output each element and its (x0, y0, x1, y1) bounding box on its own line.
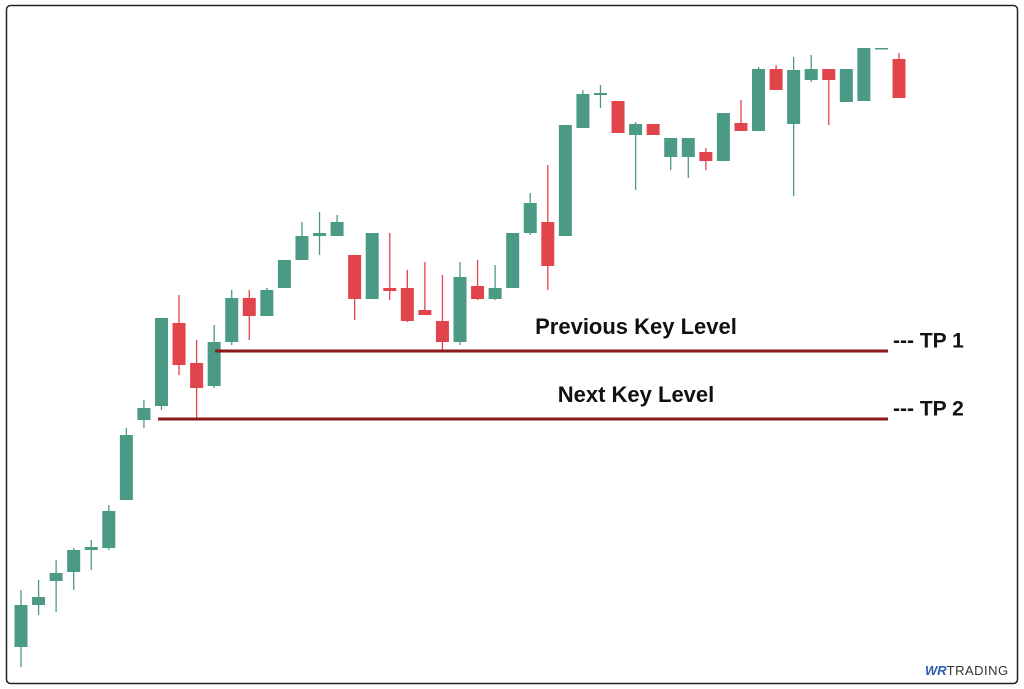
candle-body (190, 363, 204, 388)
candle-body (383, 288, 397, 291)
candle-body (49, 573, 63, 581)
candle-body (734, 123, 748, 131)
candle-body (892, 59, 906, 98)
candle-body (365, 233, 379, 299)
candle-body (453, 277, 467, 342)
candle-body (839, 69, 853, 102)
candle-body (348, 255, 362, 299)
candle-body (418, 310, 432, 315)
candle-body (874, 48, 888, 50)
candle-body (523, 203, 537, 233)
candle-body (400, 288, 414, 321)
candle-body (277, 260, 291, 288)
key-level-title: Previous Key Level (535, 314, 737, 339)
candle-body (435, 321, 449, 342)
candle-body (225, 298, 239, 342)
candle-body (822, 69, 836, 80)
candle-body (330, 222, 344, 236)
candle-body (488, 288, 502, 299)
candle-body (84, 547, 98, 550)
candle-body (857, 48, 871, 101)
candle-body (804, 69, 818, 80)
candle-body (67, 550, 81, 572)
candle-body (295, 236, 309, 260)
candle-body (541, 222, 555, 266)
candle-body (154, 318, 168, 406)
candle-body (137, 408, 151, 420)
candle-body (787, 70, 801, 124)
watermark-text: TRADING (947, 663, 1009, 678)
candle-body (752, 69, 766, 131)
candle-body (576, 94, 590, 128)
candle-body (242, 298, 256, 316)
candle-body (14, 605, 28, 647)
take-profit-label: --- TP 1 (893, 330, 964, 353)
candle-body (593, 93, 607, 95)
watermark-brand: WR (925, 663, 947, 678)
candle-body (172, 323, 186, 365)
watermark: WRTRADING (925, 663, 1009, 678)
candle-body (119, 435, 133, 500)
take-profit-label: --- TP 2 (893, 398, 964, 421)
candle-body (716, 113, 730, 161)
candle-body (207, 342, 221, 386)
chart-frame (5, 4, 1019, 685)
candle-body (664, 138, 678, 157)
key-level-title: Next Key Level (558, 382, 715, 407)
candle-body (260, 290, 274, 316)
candle-body (681, 138, 695, 157)
candle-body (611, 101, 625, 133)
candle-body (102, 511, 116, 548)
candle-body (699, 152, 713, 161)
candle-body (506, 233, 520, 288)
candle-body (471, 286, 485, 299)
candle-body (313, 233, 327, 236)
candle-body (646, 124, 660, 135)
candle-body (558, 125, 572, 236)
candle-body (769, 69, 783, 90)
candle-body (32, 597, 46, 605)
candle-body (629, 124, 643, 135)
